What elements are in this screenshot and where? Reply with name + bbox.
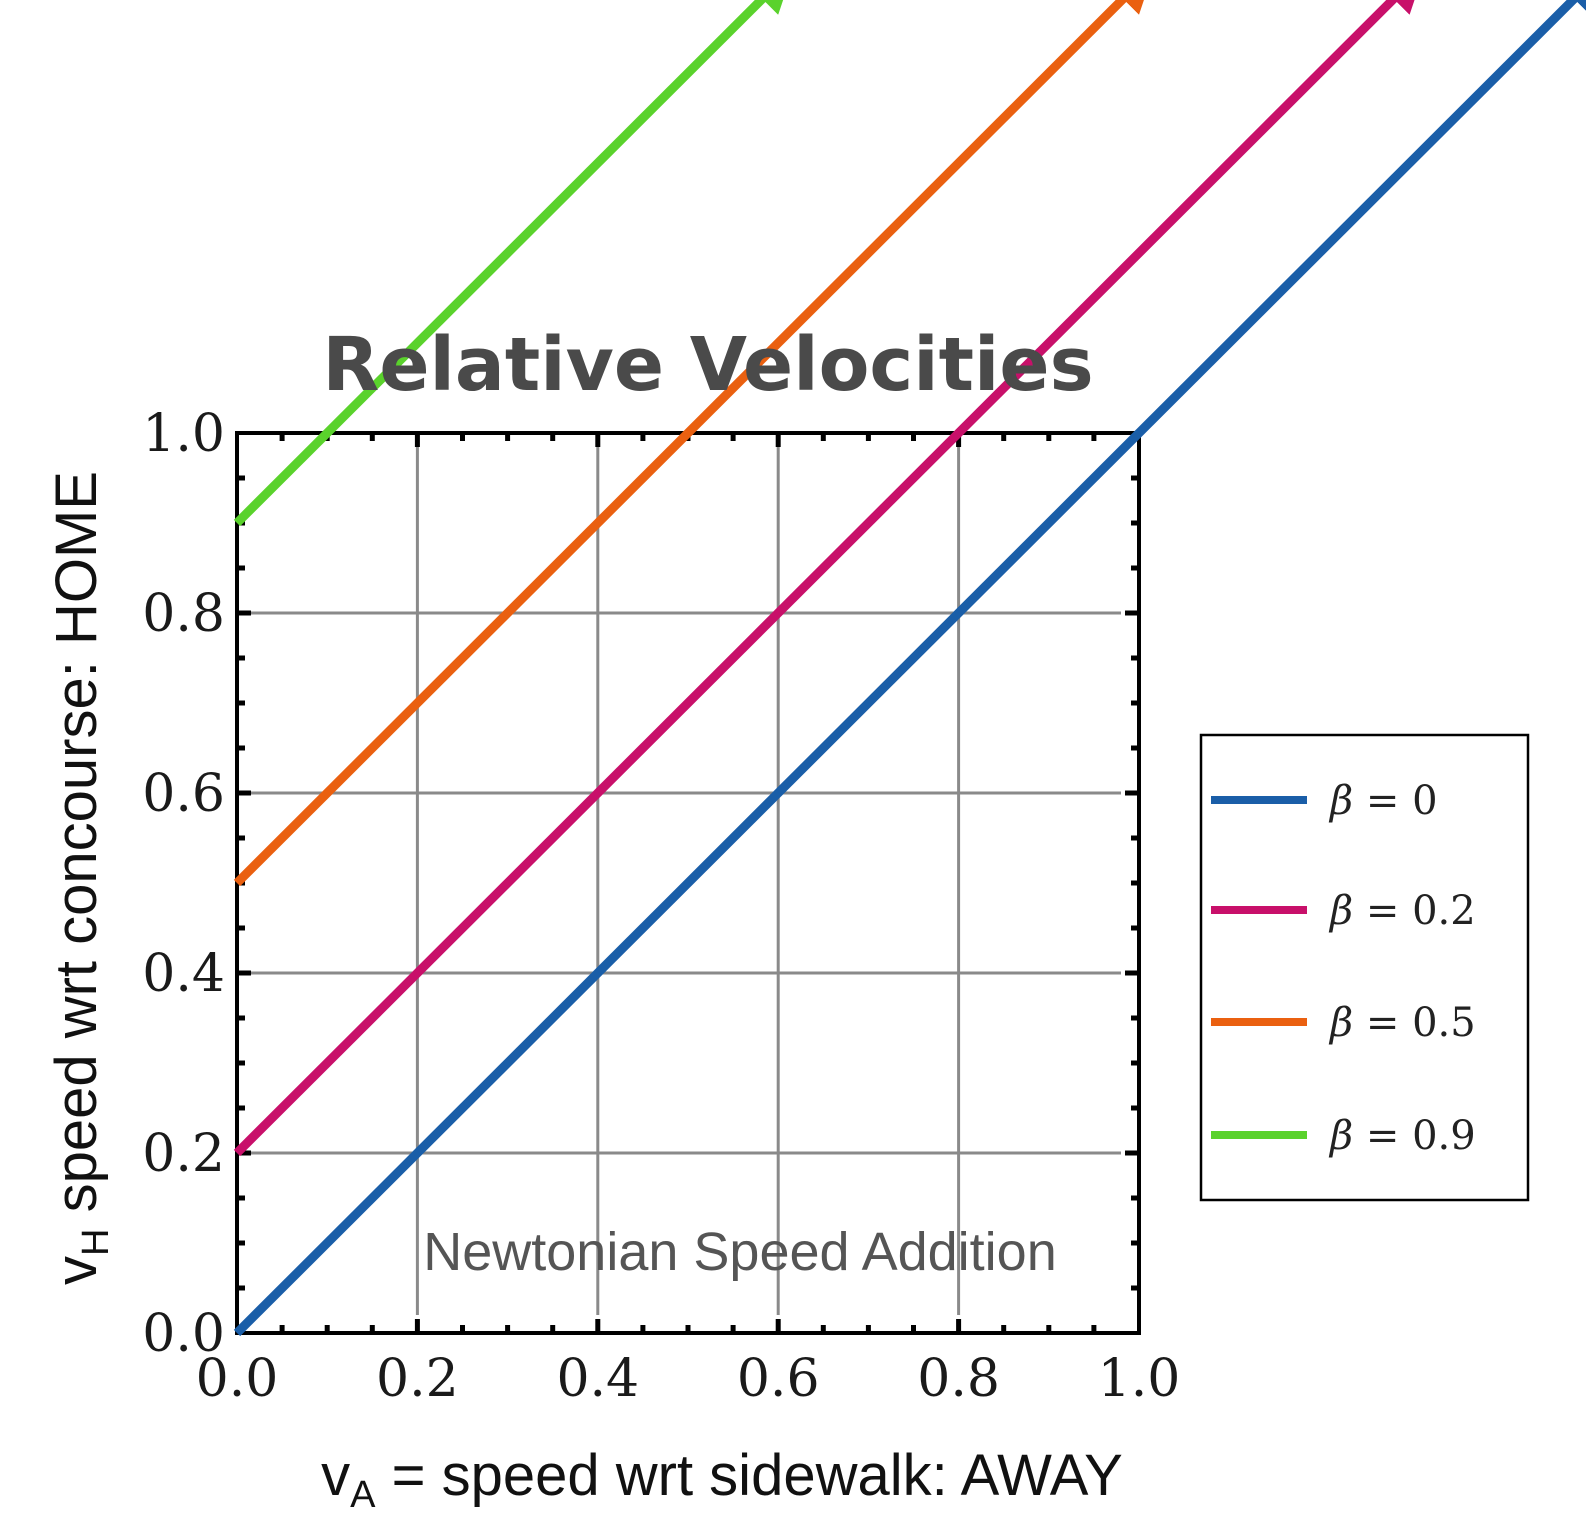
series-line bbox=[233, 0, 795, 527]
legend-label: β = 0.9 bbox=[1328, 1113, 1476, 1159]
x-tick-label: 0.0 bbox=[196, 1349, 279, 1409]
y-tick-label: 1.0 bbox=[142, 404, 225, 464]
y-tick-label: 0.2 bbox=[142, 1124, 225, 1184]
y-axis-subscript: H bbox=[75, 1229, 117, 1256]
x-tick-label: 0.2 bbox=[376, 1349, 459, 1409]
series-line bbox=[233, 0, 1586, 1337]
x-tick-label: 0.6 bbox=[737, 1349, 820, 1409]
y-tick-labels: 0.0 0.2 0.4 0.6 0.8 1.0 bbox=[142, 404, 225, 1364]
y-tick-label: 0.6 bbox=[142, 764, 225, 824]
grid-lines bbox=[249, 445, 1121, 1315]
legend-label: β = 0 bbox=[1328, 778, 1438, 824]
x-axis-subscript: A bbox=[350, 1474, 376, 1516]
minor-ticks bbox=[237, 433, 1139, 1333]
x-tick-labels: 0.0 0.2 0.4 0.6 0.8 1.0 bbox=[196, 1349, 1181, 1409]
x-tick-label: 0.8 bbox=[917, 1349, 1000, 1409]
y-tick-label: 0.0 bbox=[142, 1304, 225, 1364]
chart-title: Relative Velocities bbox=[322, 322, 1093, 408]
x-tick-label: 0.4 bbox=[556, 1349, 639, 1409]
x-axis-label: vA = speed wrt sidewalk: AWAY bbox=[321, 1443, 1123, 1516]
x-tick-label: 1.0 bbox=[1098, 1349, 1181, 1409]
series-line bbox=[233, 0, 1426, 1157]
legend-box bbox=[1199, 733, 1530, 1202]
y-axis-label: vH speed wrt concourse: HOME bbox=[44, 471, 117, 1285]
series-lines bbox=[233, 0, 1586, 1337]
legend-label: β = 0.5 bbox=[1328, 1000, 1476, 1046]
y-tick-label: 0.8 bbox=[142, 584, 225, 644]
y-tick-label: 0.4 bbox=[142, 944, 225, 1004]
legend-label: β = 0.2 bbox=[1328, 888, 1476, 934]
series-line bbox=[233, 0, 1155, 887]
newtonian-annotation: Newtonian Speed Addition bbox=[423, 1222, 1056, 1282]
legend: β = 0 β = 0.2 β = 0.5 β = 0.9 bbox=[1199, 733, 1530, 1202]
